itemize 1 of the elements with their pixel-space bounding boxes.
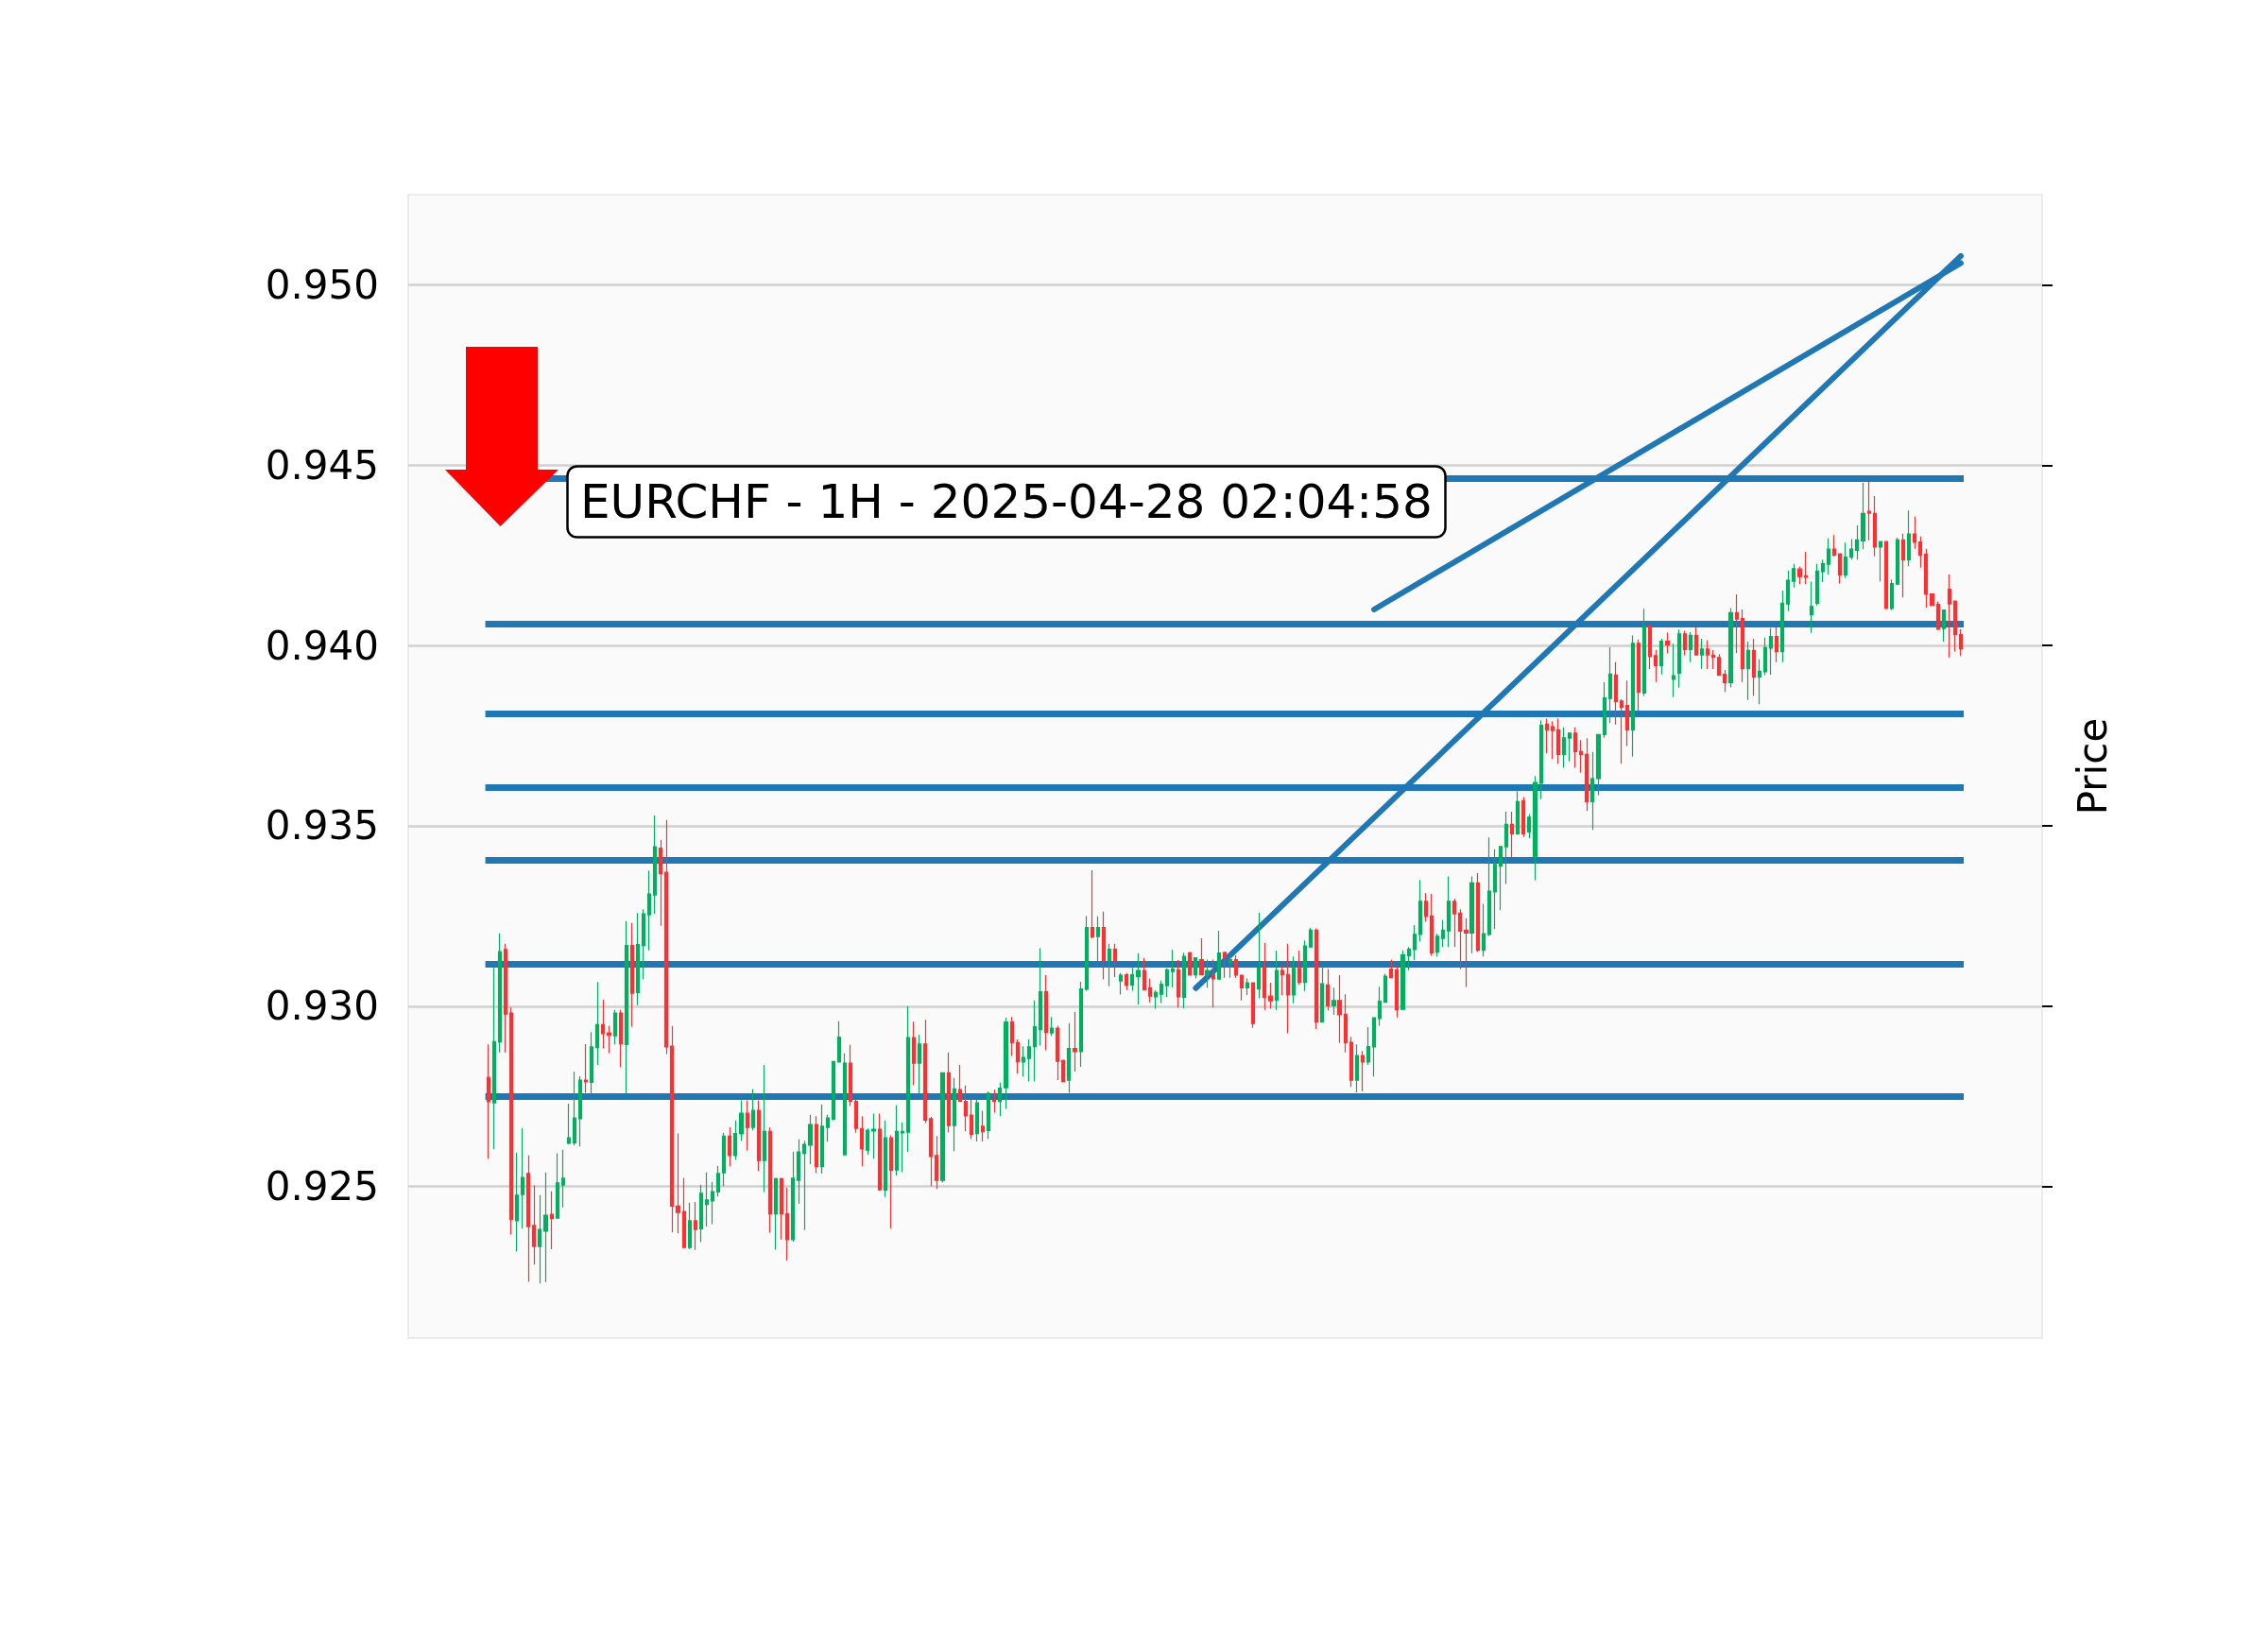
y-tick-label: 0.925 bbox=[265, 1163, 379, 1210]
